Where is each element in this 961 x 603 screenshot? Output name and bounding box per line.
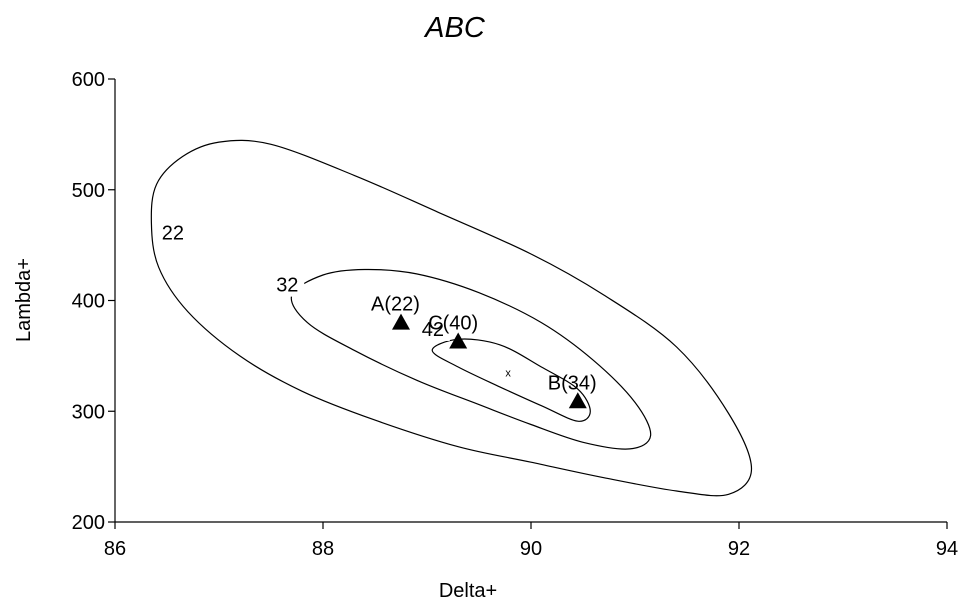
x-tick-label: 90 — [520, 538, 542, 560]
y-tick-label: 500 — [72, 180, 105, 202]
chart-title: ABC — [423, 12, 486, 44]
y-tick-label: 300 — [72, 401, 105, 423]
y-tick-label: 600 — [72, 69, 105, 91]
contour-label-22: 22 — [162, 223, 184, 245]
point-marker — [392, 313, 410, 330]
x-tick-label: 94 — [936, 538, 958, 560]
point-label: C(40) — [428, 312, 478, 334]
contour-label-42: 42 — [422, 319, 444, 341]
contour-label-bg — [274, 274, 305, 297]
point-marker — [449, 332, 468, 349]
point-label: A(22) — [371, 294, 420, 316]
contour-22 — [150, 139, 753, 497]
points-group: A(22) C(40) B(34) x — [371, 294, 597, 409]
axes-group: 200 300 400 500 600 86 88 90 92 94 — [72, 69, 959, 560]
point-marker — [568, 392, 587, 409]
contour-label-bg — [419, 318, 450, 341]
contour-label-bg — [159, 222, 190, 245]
y-tick-label: 200 — [72, 512, 105, 534]
y-axis-title: Lambda+ — [13, 258, 35, 342]
point-label: B(34) — [548, 372, 597, 394]
x-tick-label: 92 — [728, 538, 750, 560]
center-marker: x — [505, 367, 511, 379]
x-axis-title: Delta+ — [439, 580, 497, 602]
contour-32 — [290, 268, 652, 450]
y-tick-label: 400 — [72, 291, 105, 313]
contour-42 — [431, 338, 591, 422]
x-tick-label: 88 — [312, 538, 334, 560]
contour-group: 22 32 42 — [150, 139, 753, 497]
x-tick-label: 86 — [104, 538, 126, 560]
contour-label-32: 32 — [276, 275, 298, 297]
